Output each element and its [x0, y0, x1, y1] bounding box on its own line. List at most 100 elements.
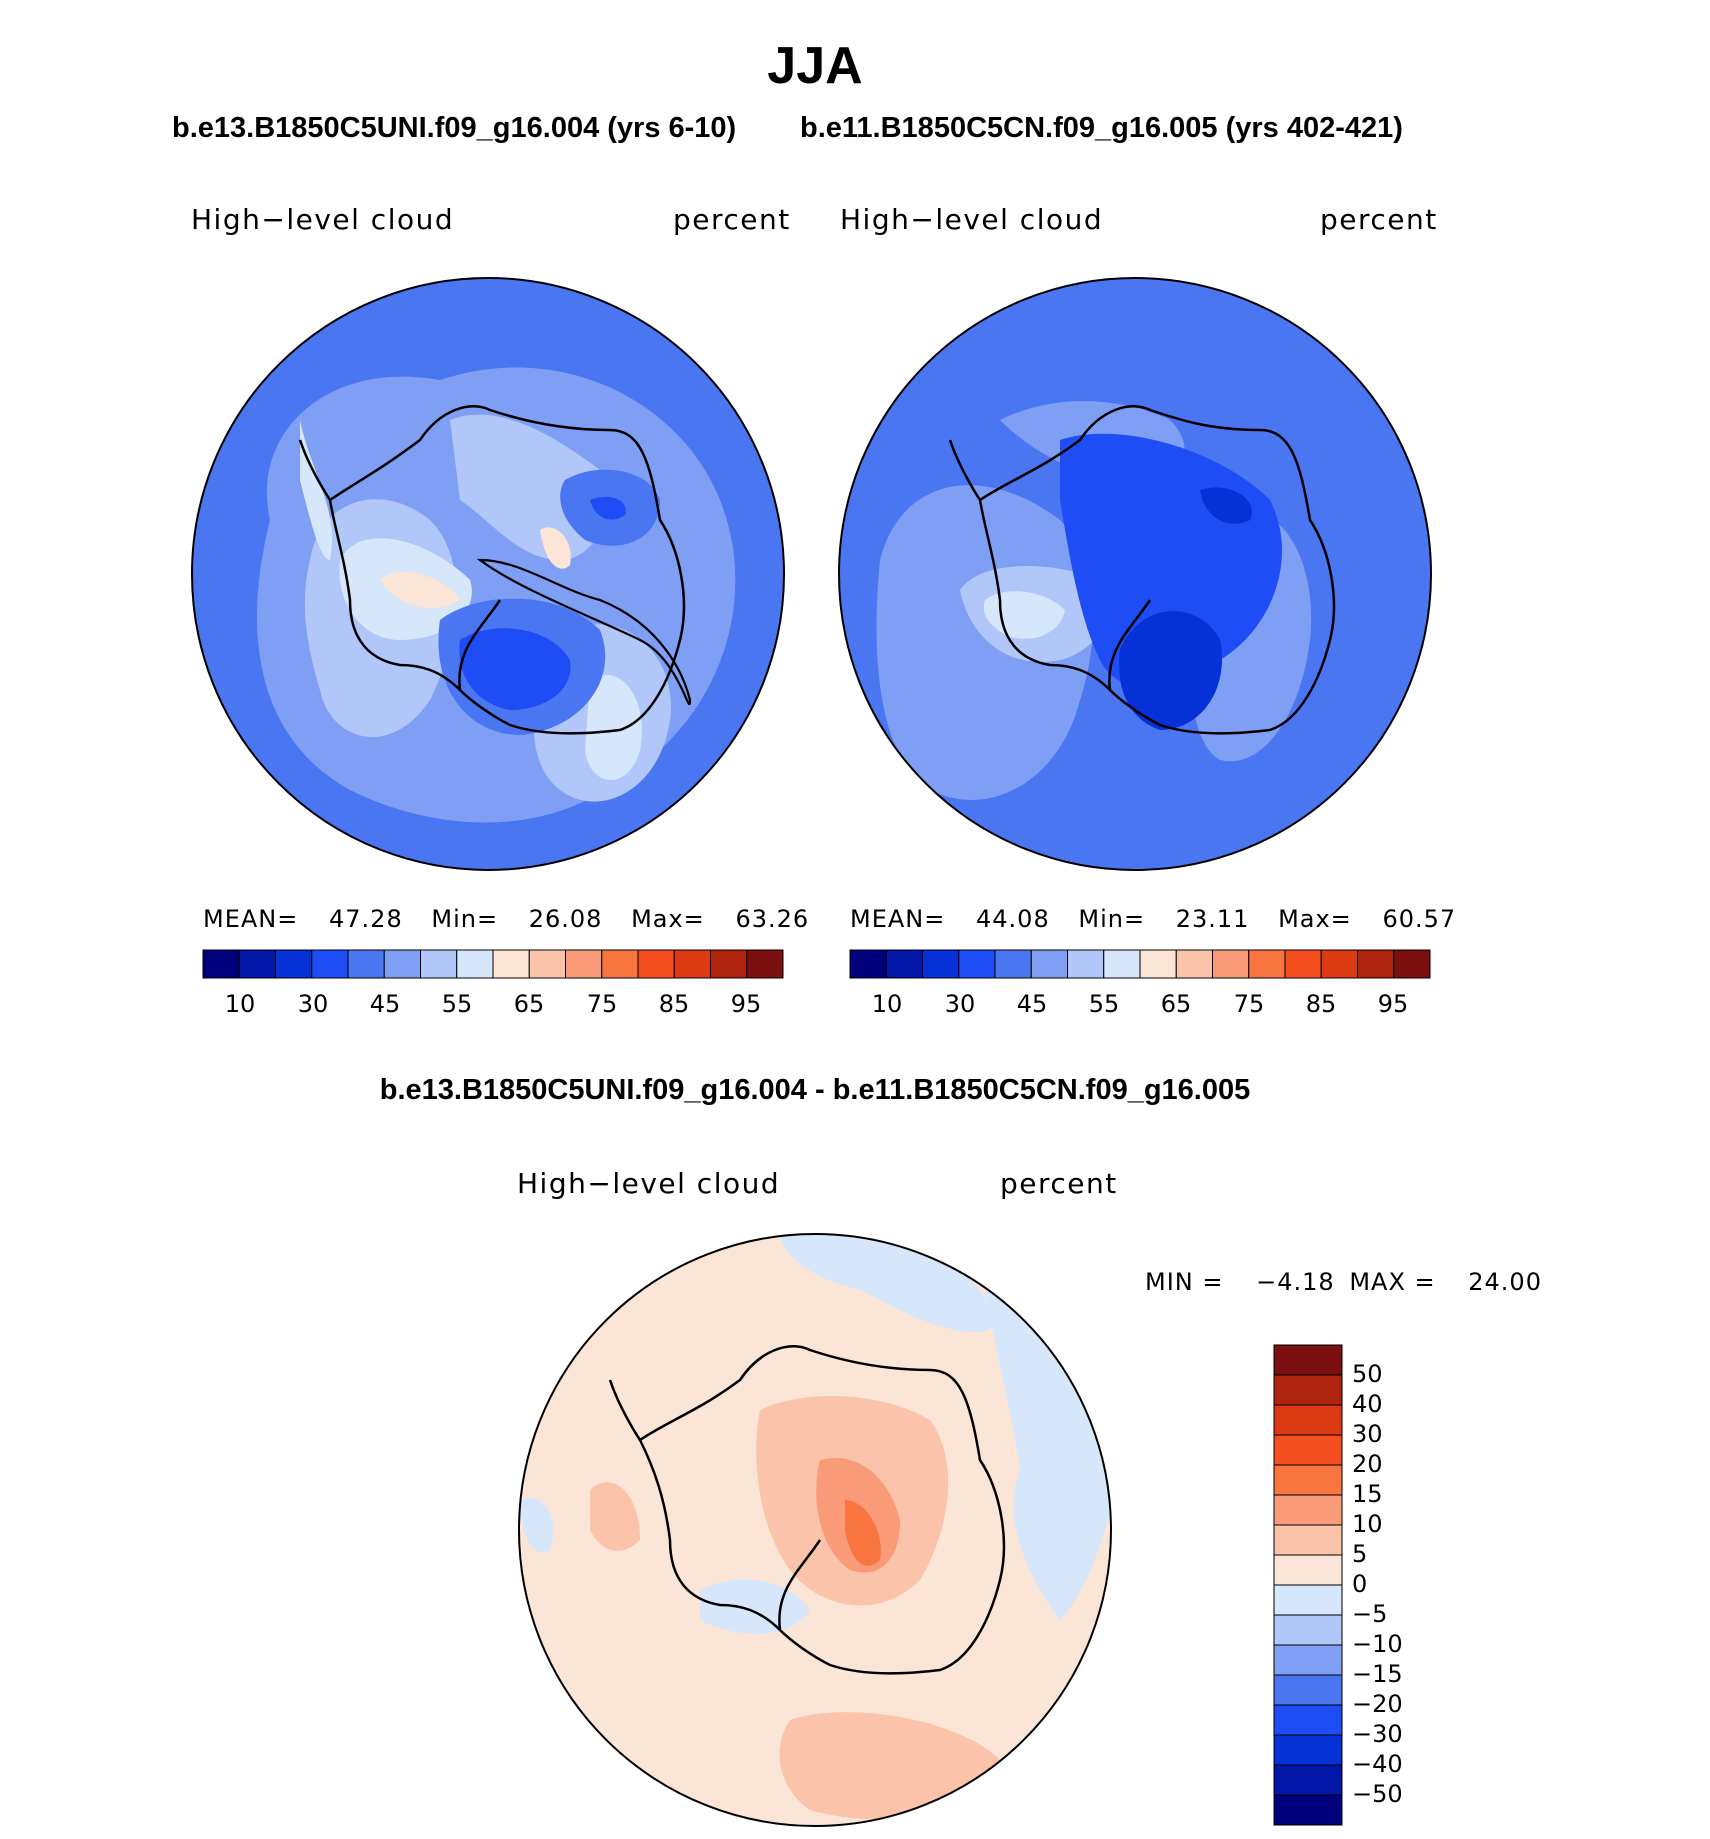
- panel1-peninsula-coast: [298, 439, 332, 501]
- panel1-colorbar-box-15: [746, 949, 784, 979]
- panel1-map-border: [191, 277, 785, 871]
- panel1-field-east-core: [590, 496, 626, 520]
- difference-tick-12: −30: [1352, 1720, 1403, 1748]
- panel2-colorbar-box-7: [1103, 949, 1141, 979]
- difference-max-value: 24.00: [1468, 1268, 1542, 1296]
- panel1-min-value: 26.08: [528, 905, 603, 933]
- panel1-colorbar-box-9: [528, 949, 566, 979]
- panel1-colorbar-box-2: [275, 949, 313, 979]
- difference-tick-7: 0: [1352, 1570, 1368, 1598]
- panel1-colorbar-box-13: [673, 949, 711, 979]
- difference-tick-4: 15: [1352, 1480, 1383, 1508]
- panel2-max-value: 60.57: [1382, 905, 1457, 933]
- panel1-colorbar-box-7: [456, 949, 494, 979]
- panel2-mean-label: MEAN=: [850, 905, 946, 933]
- panel2-variable-label: High−level cloud: [840, 203, 1104, 236]
- difference-pos-patch-1: [590, 1482, 640, 1551]
- panel1-field-pacific-light: [585, 674, 642, 780]
- panel2-tick-0: 10: [871, 990, 903, 1018]
- difference-coastline: [638, 1345, 1006, 1675]
- difference-tick-13: −40: [1352, 1750, 1403, 1778]
- panel2-case-title: b.e11.B1850C5CN.f09_g16.005 (yrs 402-421…: [800, 112, 1403, 144]
- panel1-tick-3: 55: [441, 990, 473, 1018]
- difference-colorbar-box-0: [1273, 1344, 1343, 1376]
- panel2-colorbar-box-8: [1139, 949, 1177, 979]
- difference-tick-8: −5: [1352, 1600, 1388, 1628]
- panel2-field-west-core: [1119, 611, 1222, 730]
- panel2-tick-4: 65: [1160, 990, 1192, 1018]
- panel1-colorbar-box-6: [420, 949, 458, 979]
- panel2-colorbar-box-12: [1284, 949, 1322, 979]
- difference-tick-1: 40: [1352, 1390, 1383, 1418]
- panel2-max-label: Max=: [1278, 905, 1352, 933]
- difference-colorbar-box-4: [1273, 1464, 1343, 1496]
- panel2-colorbar-box-5: [1030, 949, 1068, 979]
- difference-map-border: [518, 1233, 1112, 1827]
- difference-colorbar-box-10: [1273, 1644, 1343, 1676]
- panel2-colorbar-box-14: [1357, 949, 1395, 979]
- panel1-field-interior-light: [450, 414, 608, 560]
- difference-pos-patch-2: [779, 1712, 1000, 1820]
- panel1-field-peninsula: [300, 420, 333, 560]
- panel1-max-label: Max=: [631, 905, 705, 933]
- panel2-min-label: Min=: [1078, 905, 1146, 933]
- difference-tick-9: −10: [1352, 1630, 1403, 1658]
- difference-variable-label: High−level cloud: [517, 1167, 781, 1200]
- panel1-colorbar-box-12: [637, 949, 675, 979]
- panel1-mean-value: 47.28: [329, 905, 403, 933]
- difference-tick-0: 50: [1352, 1360, 1383, 1388]
- panel2-ross-ice-shelf: [1108, 599, 1152, 691]
- panel2-mean-value: 44.08: [976, 905, 1050, 933]
- difference-max-label: MAX =: [1349, 1268, 1436, 1296]
- panel1-tick-4: 65: [513, 990, 545, 1018]
- panel2-coastline: [978, 405, 1336, 735]
- difference-tick-5: 10: [1352, 1510, 1383, 1538]
- difference-colorbar-box-8: [1273, 1584, 1343, 1616]
- difference-colorbar-box-3: [1273, 1434, 1343, 1466]
- panel1-max-value: 63.26: [735, 905, 810, 933]
- difference-tick-11: −20: [1352, 1690, 1403, 1718]
- panel1-coast-1: [476, 558, 692, 705]
- difference-units-label: percent: [1000, 1167, 1118, 1200]
- panel2-colorbar-box-4: [994, 949, 1032, 979]
- panel1-field-west-core: [459, 628, 571, 710]
- difference-plume-core: [845, 1500, 881, 1566]
- difference-tick-10: −15: [1352, 1660, 1403, 1688]
- difference-tick-3: 20: [1352, 1450, 1383, 1478]
- panel2-units-label: percent: [1320, 203, 1438, 236]
- panel2-colorbar: [849, 949, 1431, 979]
- panel2-colorbar-box-9: [1175, 949, 1213, 979]
- difference-colorbar-box-15: [1273, 1794, 1343, 1826]
- panel1-tick-7: 95: [730, 990, 762, 1018]
- panel2-tick-7: 95: [1377, 990, 1409, 1018]
- difference-tick-14: −50: [1352, 1780, 1403, 1808]
- difference-tick-2: 30: [1352, 1420, 1383, 1448]
- panel2-colorbar-ticks: 10 30 45 55 65 75 85 95: [850, 990, 1430, 1020]
- panel2-field-ross: [876, 485, 1094, 800]
- panel1-min-label: Min=: [431, 905, 499, 933]
- difference-colorbar-box-11: [1273, 1674, 1343, 1706]
- difference-colorbar-ticks: 50 40 30 20 15 10 5 0 −5 −10 −15 −20 −30…: [1352, 1360, 1452, 1810]
- difference-peninsula-coast: [608, 1379, 642, 1441]
- panel2-map-border: [838, 277, 1432, 871]
- difference-colorbar-box-2: [1273, 1404, 1343, 1436]
- panel1-colorbar-ticks: 10 30 45 55 65 75 85 95: [203, 990, 783, 1020]
- difference-ross-ice-shelf: [778, 1539, 822, 1631]
- difference-neg-patch-4: [520, 1498, 554, 1552]
- difference-colorbar-box-6: [1273, 1524, 1343, 1556]
- figure-title: JJA: [767, 37, 863, 95]
- panel1-tick-5: 75: [586, 990, 618, 1018]
- panel2-colorbar-box-2: [922, 949, 960, 979]
- difference-min-label: MIN =: [1145, 1268, 1224, 1296]
- panel1-tick-0: 10: [224, 990, 256, 1018]
- panel2-colorbar-box-11: [1248, 949, 1286, 979]
- panel1-colorbar-box-0: [202, 949, 240, 979]
- panel2-tick-1: 30: [944, 990, 976, 1018]
- panel1-coastline: [328, 405, 686, 735]
- panel1-colorbar-box-3: [311, 949, 349, 979]
- panel2-tick-3: 55: [1088, 990, 1120, 1018]
- panel2-colorbar-box-15: [1393, 949, 1431, 979]
- panel1-variable-label: High−level cloud: [191, 203, 455, 236]
